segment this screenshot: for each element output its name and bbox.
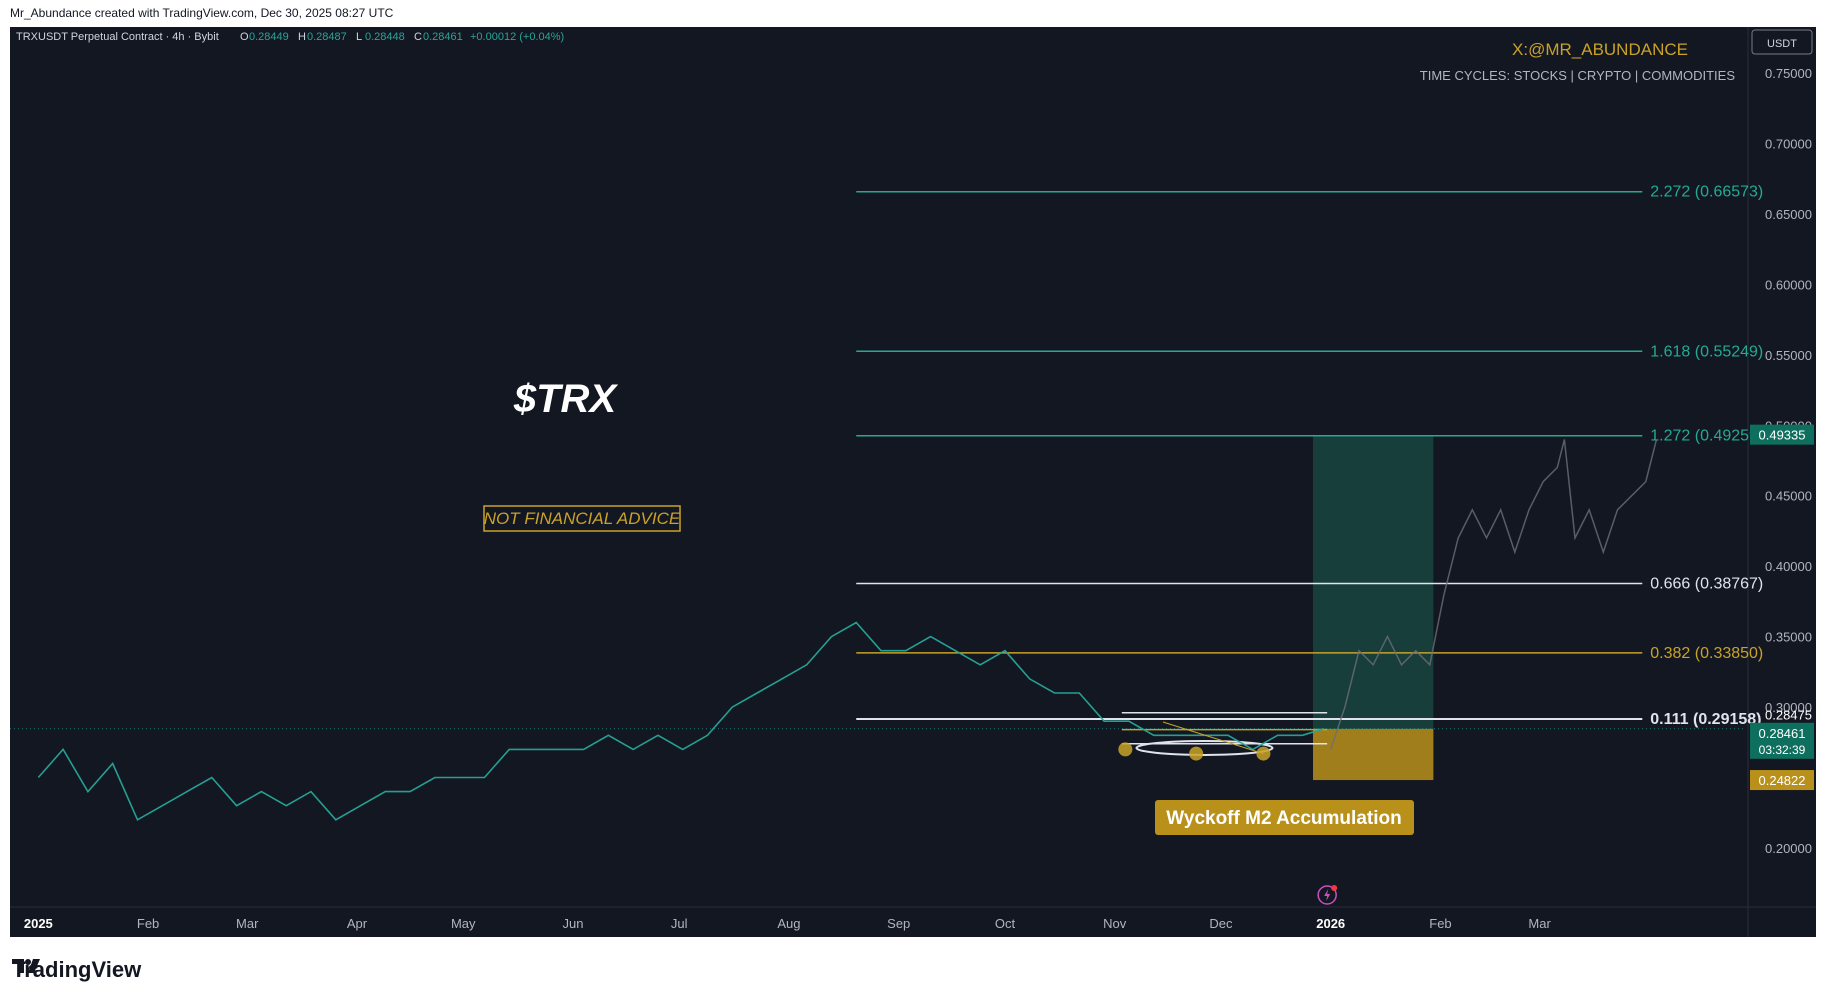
time-tick-14: Mar [1528,916,1551,931]
label-connector-line [1162,721,1264,755]
legend-C-key: C [414,31,422,43]
price-badge-0.28475: 0.28475 [1765,708,1812,723]
price-series-projection[interactable] [1329,439,1658,750]
legend-L-key: L [356,31,362,43]
price-series-historical[interactable] [37,621,1324,821]
pattern-label-text: Wyckoff M2 Accumulation [1166,808,1401,829]
price-tick-0.40000: 0.40000 [1765,559,1812,574]
time-tick-11: Dec [1209,916,1233,931]
price-tick-0.35000: 0.35000 [1765,630,1812,645]
tradingview-logo-icon [12,959,40,973]
time-tick-0: 2025 [24,916,53,931]
price-badge-bg-0.24822 [1750,770,1814,791]
branding-tagline: TIME CYCLES: STOCKS | CRYPTO | COMMODITI… [1420,68,1736,83]
price-tick-0.70000: 0.70000 [1765,136,1812,151]
time-tick-6: Jul [671,916,688,931]
price-badge-bg-0.49335 [1750,424,1814,445]
currency-label: USDT [1767,38,1797,50]
event-bolt-icon [1324,889,1331,901]
legend-O-value: 0.28449 [249,31,289,43]
legend-H-value: 0.28487 [307,31,347,43]
time-tick-3: Apr [347,916,368,931]
price-badge-0.28461: 0.28461 [1759,726,1806,741]
bar-countdown: 03:32:39 [1759,743,1806,757]
fib-level-label-0.666: 0.666 (0.38767) [1650,576,1763,593]
branding-handle: X:@MR_ABUNDANCE [1512,40,1688,59]
price-tick-0.55000: 0.55000 [1765,348,1812,363]
disclaimer-box [483,505,681,532]
legend-change: +0.00012 (+0.04%) [470,31,564,43]
price-tick-0.65000: 0.65000 [1765,207,1812,222]
stop-zone-box[interactable] [1313,728,1434,781]
time-tick-9: Oct [995,916,1016,931]
time-tick-13: Feb [1429,916,1451,931]
event-dot-icon [1331,885,1338,891]
price-tick-0.45000: 0.45000 [1765,489,1812,504]
price-tick-0.75000: 0.75000 [1765,66,1812,81]
price-badge-0.49335: 0.49335 [1759,428,1806,443]
accumulation-ellipse[interactable] [1135,739,1274,756]
legend-symbol[interactable]: TRXUSDT Perpetual Contract · 4h · Bybit [16,31,219,43]
time-tick-4: May [451,916,476,931]
fib-level-label-1.272: 1.272 (0.49259) [1650,428,1763,445]
fib-level-label-1.618: 1.618 (0.55249) [1650,343,1763,360]
time-tick-10: Nov [1103,916,1127,931]
legend-C-value: 0.28461 [423,31,463,43]
legend-L-value: 0.28448 [365,31,405,43]
price-badge-bg-0.28461 [1750,722,1814,759]
fib-level-label-0.111: 0.111 (0.29158) [1650,711,1761,728]
event-marker-icon[interactable] [1317,885,1337,905]
price-tick-0.30000: 0.30000 [1765,700,1812,715]
fib-level-label-0.382: 0.382 (0.33850) [1650,645,1763,662]
price-chart[interactable]: 2.272 (0.66573) 1.618 (0.55249) 1.272 (0.4… [10,27,1816,937]
fib-level-label-2.272: 2.272 (0.66573) [1650,184,1763,201]
ticker-title: $TRX [513,377,619,421]
pattern-label-box[interactable] [1155,800,1414,835]
disclaimer-text: NOT FINANCIAL ADVICE [484,509,681,528]
pivot-marker-1[interactable] [1118,742,1133,757]
price-tick-0.20000: 0.20000 [1765,841,1812,856]
target-zone-box[interactable] [1313,435,1434,729]
price-tick-0.60000: 0.60000 [1765,277,1812,292]
currency-box[interactable] [1751,29,1813,55]
time-tick-1: Feb [137,916,159,931]
legend-O-key: O [240,31,249,43]
time-tick-5: Jun [562,916,583,931]
price-badge-0.24822: 0.24822 [1759,773,1806,788]
time-tick-2: Mar [236,916,259,931]
pivot-marker-2[interactable] [1189,746,1204,761]
chart-author-header: Mr_Abundance created with TradingView.co… [10,6,394,20]
tradingview-logo[interactable]: TradingView [12,957,141,983]
legend-H-key: H [298,31,306,43]
chart-frame[interactable]: 2.272 (0.66573) 1.618 (0.55249) 1.272 (0.4… [10,27,1816,937]
time-tick-12: 2026 [1316,916,1345,931]
time-tick-7: Aug [777,916,800,931]
time-tick-8: Sep [887,916,910,931]
